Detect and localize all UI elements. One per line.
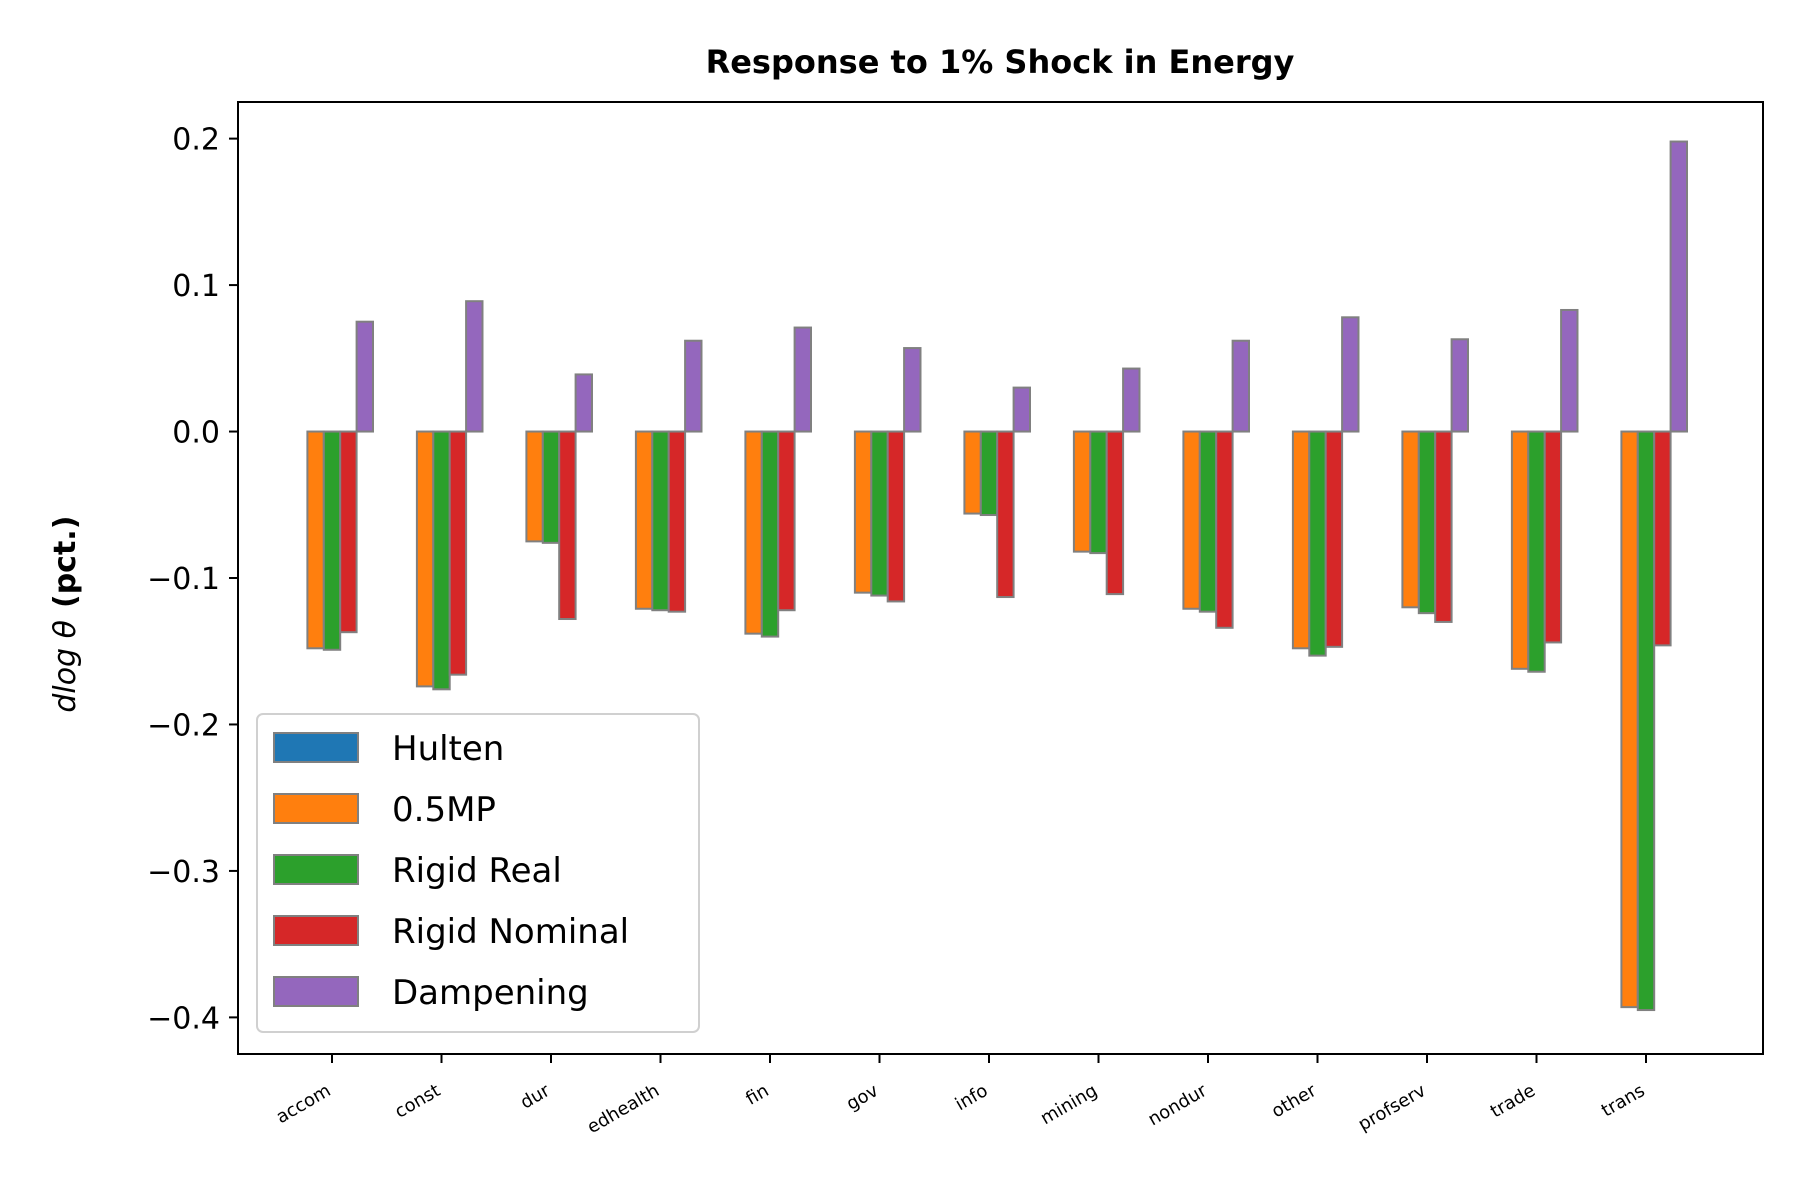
- bar-dampening-accom: [355, 320, 375, 433]
- y-axis-label-math: dlog θ: [48, 620, 83, 713]
- y-tick-label: 0.1: [172, 269, 220, 304]
- legend-swatch-dampening: [273, 976, 359, 1007]
- bar-dampening-trans: [1669, 140, 1688, 433]
- bar-rigid-real-profserv: [1417, 430, 1437, 615]
- bar-rigid-nominal-nondur: [1215, 430, 1234, 629]
- x-tick-label-nondur: nondur: [1145, 1080, 1211, 1131]
- bar-rigid-nominal-profserv: [1434, 430, 1453, 623]
- x-tick-label-info: info: [952, 1080, 992, 1115]
- bar-0-5mp-edhealth: [634, 430, 654, 610]
- bar-rigid-real-other: [1308, 430, 1327, 657]
- bar-0-5mp-nondur: [1182, 430, 1201, 610]
- bar-rigid-nominal-other: [1324, 430, 1344, 648]
- bar-dampening-other: [1341, 316, 1360, 433]
- legend-label-rigid-nominal: Rigid Nominal: [392, 912, 629, 952]
- legend-label-0-5mp: 0.5MP: [392, 790, 496, 830]
- bar-0-5mp-mining: [1072, 430, 1092, 553]
- bar-rigid-real-const: [432, 430, 451, 691]
- legend-swatch-0-5mp: [273, 793, 359, 824]
- bar-0-5mp-other: [1291, 430, 1311, 650]
- y-axis: 0.2 0.1 0.0 −0.1 −0.2 −0.3 −0.4: [147, 123, 238, 1036]
- bar-rigid-nominal-gov: [886, 430, 906, 603]
- bar-rigid-nominal-trade: [1543, 430, 1563, 644]
- x-tick-label-trans: trans: [1598, 1080, 1649, 1121]
- legend-swatch-rigid-real: [273, 854, 359, 885]
- bar-rigid-real-edhealth: [651, 430, 670, 612]
- bar-rigid-real-dur: [541, 430, 561, 544]
- bar-rigid-nominal-trans: [1653, 430, 1672, 647]
- bar-rigid-nominal-dur: [558, 430, 577, 621]
- bar-rigid-real-trade: [1527, 430, 1546, 673]
- legend: Hulten 0.5MP Rigid Real Rigid Nominal Dampen…: [256, 713, 700, 1033]
- bar-rigid-real-mining: [1089, 430, 1108, 555]
- y-tick-label: −0.4: [147, 1001, 220, 1036]
- bar-0-5mp-dur: [525, 430, 544, 543]
- bar-0-5mp-profserv: [1401, 430, 1420, 609]
- bar-dampening-info: [1012, 386, 1031, 433]
- bar-0-5mp-info: [963, 430, 982, 515]
- x-tick-label-dur: dur: [517, 1080, 554, 1114]
- bar-dampening-mining: [1122, 367, 1141, 433]
- bar-0-5mp-accom: [306, 430, 325, 650]
- legend-label-rigid-real: Rigid Real: [392, 851, 562, 891]
- bar-rigid-nominal-fin: [777, 430, 796, 612]
- bar-rigid-nominal-accom: [339, 430, 358, 634]
- bar-dampening-nondur: [1231, 339, 1250, 433]
- y-tick-label: 0.2: [172, 123, 220, 158]
- x-tick-label-mining: mining: [1037, 1080, 1101, 1129]
- bar-dampening-dur: [574, 373, 593, 433]
- legend-label-dampening: Dampening: [392, 973, 589, 1013]
- bar-dampening-profserv: [1450, 338, 1469, 433]
- y-axis-label: dlog θ (pct.): [48, 516, 83, 713]
- x-tick-label-other: other: [1268, 1080, 1321, 1122]
- legend-box: [256, 713, 700, 1033]
- bar-rigid-real-gov: [870, 430, 889, 597]
- bar-dampening-edhealth: [684, 339, 703, 433]
- y-tick-label: −0.1: [147, 562, 220, 597]
- x-tick-label-gov: gov: [843, 1080, 882, 1115]
- bar-0-5mp-trans: [1620, 430, 1639, 1009]
- bar-dampening-gov: [903, 347, 922, 433]
- x-tick-label-edhealth: edhealth: [584, 1080, 663, 1138]
- bar-0-5mp-gov: [853, 430, 873, 594]
- x-axis: accom const dur edhealth fin gov info mining non…: [273, 1054, 1649, 1138]
- legend-label-hulten: Hulten: [392, 729, 504, 769]
- bar-rigid-nominal-mining: [1105, 430, 1125, 596]
- bar-rigid-nominal-info: [996, 430, 1015, 599]
- y-tick-label: −0.3: [147, 855, 220, 890]
- bar-rigid-real-nondur: [1198, 430, 1218, 613]
- bar-rigid-real-fin: [760, 430, 780, 638]
- x-tick-label-fin: fin: [742, 1080, 772, 1110]
- bar-dampening-fin: [793, 326, 812, 433]
- y-tick-label: 0.0: [172, 416, 220, 451]
- legend-swatch-hulten: [273, 732, 359, 763]
- bar-0-5mp-trade: [1510, 430, 1530, 670]
- legend-swatch-rigid-nominal: [273, 915, 359, 946]
- bar-dampening-trade: [1560, 308, 1579, 433]
- bar-0-5mp-fin: [744, 430, 763, 635]
- bar-rigid-real-accom: [322, 430, 342, 651]
- bar-0-5mp-const: [415, 430, 435, 688]
- bar-rigid-nominal-edhealth: [667, 430, 687, 613]
- chart-title: Response to 1% Shock in Energy: [706, 43, 1295, 81]
- bar-dampening-const: [465, 300, 484, 433]
- bar-rigid-nominal-const: [448, 430, 468, 676]
- x-tick-label-const: const: [391, 1080, 444, 1123]
- bar-rigid-real-trans: [1636, 430, 1656, 1012]
- plot-area: [306, 140, 1688, 1012]
- x-tick-label-accom: accom: [273, 1080, 335, 1128]
- x-tick-label-profserv: profserv: [1355, 1080, 1430, 1136]
- bar-rigid-real-info: [979, 430, 999, 517]
- x-tick-label-trade: trade: [1487, 1080, 1539, 1122]
- y-tick-label: −0.2: [147, 708, 220, 743]
- y-axis-label-text: (pct.): [48, 516, 83, 608]
